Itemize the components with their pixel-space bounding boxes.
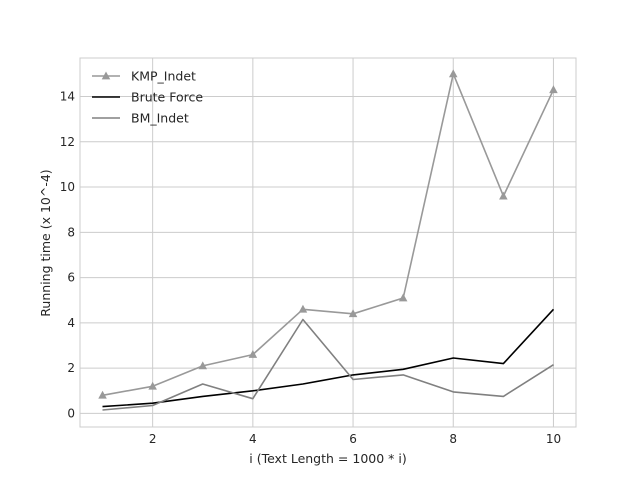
- legend-marker: [101, 71, 111, 80]
- legend-item-kmp-indet: KMP_Indet: [92, 69, 196, 84]
- y-tick-label: 14: [60, 89, 75, 103]
- y-tick-label: 12: [60, 135, 75, 149]
- x-tick-label: 2: [149, 432, 157, 446]
- y-tick-label: 4: [67, 316, 75, 330]
- series-line-kmp-indet: [102, 73, 555, 397]
- data-point-kmp-indet: [198, 361, 208, 370]
- series-kmp-indet: [98, 69, 558, 399]
- legend-item-bm-indet: BM_Indet: [92, 111, 189, 126]
- legend-label: BM_Indet: [131, 111, 189, 126]
- y-tick-label: 10: [60, 180, 75, 194]
- series-bm-indet: [102, 318, 554, 411]
- plot-area-frame: [79, 57, 577, 428]
- y-tick-labels: 0 2 4 6 8 10 12 14: [60, 89, 75, 420]
- data-point-kmp-indet: [98, 390, 107, 399]
- x-tick-label: 10: [546, 432, 561, 446]
- y-tick-label: 8: [67, 225, 75, 239]
- x-tick-label: 6: [349, 432, 357, 446]
- data-point-kmp-indet: [448, 69, 458, 78]
- legend-label: Brute Force: [131, 90, 203, 105]
- data-point-kmp-indet: [148, 381, 157, 390]
- x-tick-labels: 2 4 6 8 10: [149, 432, 561, 446]
- legend: KMP_Indet Brute Force BM_Indet: [92, 69, 203, 126]
- series-layer: [98, 69, 558, 411]
- y-axis-label: Running time (x 10^-4): [38, 169, 53, 316]
- x-tick-label: 4: [249, 432, 257, 446]
- grid-lines: [80, 58, 576, 427]
- y-tick-label: 2: [67, 361, 75, 375]
- x-tick-label: 8: [449, 432, 457, 446]
- legend-item-brute-force: Brute Force: [92, 90, 203, 105]
- data-point-kmp-indet: [248, 350, 258, 358]
- series-brute-force: [102, 308, 555, 408]
- series-line-brute-force: [102, 308, 555, 408]
- x-axis-label: i (Text Length = 1000 * i): [249, 451, 406, 466]
- data-point-kmp-indet: [398, 293, 408, 302]
- data-point-kmp-indet: [298, 304, 308, 313]
- data-point-kmp-indet: [348, 309, 358, 318]
- series-line-bm-indet: [102, 318, 554, 411]
- legend-label: KMP_Indet: [131, 69, 196, 84]
- data-point-kmp-indet: [499, 191, 508, 200]
- data-point-kmp-indet: [549, 85, 558, 94]
- y-tick-label: 0: [67, 406, 75, 420]
- y-tick-label: 6: [67, 271, 75, 285]
